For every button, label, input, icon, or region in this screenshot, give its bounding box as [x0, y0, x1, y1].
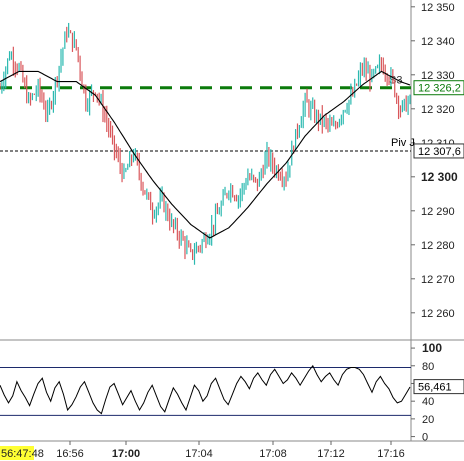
pivot-tag — [413, 143, 464, 159]
oscillator-tick-label: 100 — [422, 341, 442, 355]
price-tick-label: 12 330 — [421, 70, 455, 82]
price-tick-label: 12 340 — [421, 36, 455, 48]
pivot-annotation: Piv J — [391, 137, 415, 149]
oscillator-axis: 10080604020056,461 — [411, 341, 464, 444]
pivot-label: 12 307,6 — [418, 146, 461, 158]
time-tick-label: 17:00 — [112, 448, 140, 460]
time-axis: 56:47:48 16:56 17:00 17:04 17:08 17:12 17:16 — [0, 441, 405, 460]
price-tick-label: 12 320 — [421, 104, 455, 116]
oscillator-panel — [0, 364, 411, 416]
price-tick-label: 12 280 — [421, 240, 455, 252]
green-level-label: 12 326,2 — [418, 83, 461, 95]
time-tick-label: 17:04 — [185, 448, 213, 460]
price-tick-label: 12 290 — [421, 206, 455, 218]
oscillator-value-tag — [413, 379, 464, 395]
price-tick-label: 12 260 — [421, 308, 455, 320]
green-level-tag — [413, 80, 464, 96]
price-tick-label: 12 350 — [421, 2, 455, 14]
time-tick-label: 17:08 — [259, 448, 287, 460]
time-tick-label: 16:56 — [56, 448, 84, 460]
oscillator-tick-label: 80 — [422, 361, 434, 373]
oscillator-tick-label: 0 — [422, 432, 428, 444]
time-tick-label: 17:16 — [377, 448, 405, 460]
oscillator-tick-label: 40 — [422, 396, 434, 408]
current-time-label: 56:47:48 — [1, 448, 44, 460]
price-tick-label: 12 300 — [421, 170, 458, 184]
current-time-highlight — [0, 446, 34, 460]
time-tick-label: 17:12 — [317, 448, 345, 460]
price-tick-label: 12 270 — [421, 274, 455, 286]
oscillator-value-label: 56,461 — [418, 382, 452, 394]
moving-average-line — [0, 70, 411, 239]
oscillator-line — [0, 364, 411, 415]
oscillator-tick-label: 20 — [422, 414, 434, 426]
